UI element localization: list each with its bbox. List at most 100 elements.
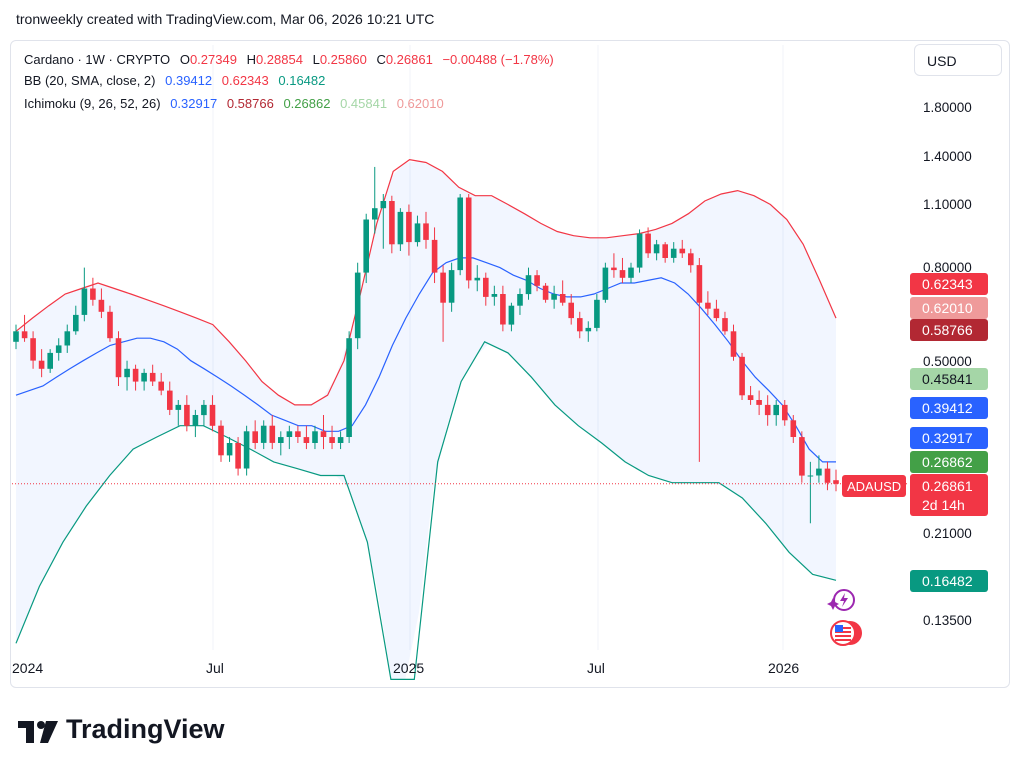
candle-body [107, 311, 113, 339]
price-tick: 1.10000 [923, 197, 972, 212]
candle-body [688, 253, 694, 266]
time-tick: 2025 [393, 660, 425, 676]
candle-body [594, 299, 600, 328]
candle-body [175, 404, 182, 410]
candle-body [149, 372, 156, 382]
legend-symbol[interactable]: Cardano · 1W · CRYPTO [24, 52, 171, 67]
legend-change: −0.00488 (−1.78%) [442, 52, 554, 67]
candle-body [346, 338, 352, 437]
candle-body [132, 368, 139, 382]
candle-body [269, 425, 276, 443]
candle-body [696, 265, 703, 303]
time-tick: 2024 [12, 660, 44, 676]
candle-body [491, 294, 498, 297]
candle-body [389, 201, 395, 245]
candle-body [115, 338, 122, 378]
legend-ich-base: 0.58766 [226, 96, 274, 111]
candle-body [98, 299, 105, 312]
candle-body [13, 331, 19, 342]
current-price-tag: 0.26861 2d 14h [910, 474, 988, 516]
candle-body [372, 208, 378, 220]
legend-ichimoku-label[interactable]: Ichimoku (9, 26, 52, 26) [24, 96, 161, 111]
logo-text: TradingView [66, 714, 225, 744]
bb-band-fill [16, 161, 836, 680]
time-tick: Jul [206, 660, 224, 676]
price-tick: 1.80000 [923, 100, 972, 115]
chart-frame[interactable] [10, 40, 1010, 688]
candle-body [739, 356, 745, 396]
price-tick: 0.21000 [923, 526, 972, 541]
candle-body [483, 277, 489, 297]
candle-body [252, 431, 258, 443]
ai-event-icon[interactable] [827, 588, 857, 617]
legend-bb-label[interactable]: BB (20, SMA, close, 2) [24, 73, 156, 88]
candle-body [679, 248, 686, 254]
us-flag-event-icon[interactable] [826, 618, 866, 653]
legend-bb-upper: 0.62343 [221, 73, 269, 88]
candle-body [824, 468, 831, 483]
legend-ich-lagging: 0.26862 [283, 96, 331, 111]
candle-body [585, 327, 592, 332]
candle-body [799, 437, 805, 476]
legend-ichimoku: Ichimoku (9, 26, 52, 26) 0.32917 0.58766… [24, 96, 444, 111]
candle-body [431, 239, 438, 273]
candle-body [38, 360, 45, 369]
price-tick: 0.13500 [923, 613, 972, 628]
candle-body [406, 211, 412, 243]
candle-body [628, 267, 634, 278]
candle-body [474, 277, 481, 281]
candle-body [756, 400, 762, 405]
candle-body [500, 294, 506, 325]
candle-body [243, 431, 250, 469]
candle-body [790, 420, 797, 437]
tradingview-logo[interactable]: TradingView [18, 714, 225, 745]
time-tick: 2026 [768, 660, 800, 676]
candle-body [218, 425, 224, 456]
candle-body [30, 338, 36, 361]
tag-bb-upper: 0.62343 [910, 273, 988, 295]
candle-body [773, 404, 779, 416]
candle-body [73, 314, 79, 332]
candle-body [81, 288, 88, 315]
bb-upper-line [15, 158, 837, 406]
candle-body [337, 437, 344, 443]
candle-body [47, 352, 53, 369]
legend-high: 0.28854 [255, 52, 303, 67]
tag-bb-basis: 0.39412 [910, 397, 988, 419]
candle-body [397, 211, 404, 245]
candle-body [329, 437, 335, 443]
legend-ich-conversion: 0.32917 [170, 96, 218, 111]
bb-lower-line [15, 341, 837, 680]
candle-body [201, 404, 207, 416]
price-tick: 0.50000 [923, 354, 972, 369]
candle-body [559, 294, 566, 303]
candle-body [551, 294, 557, 300]
candle-body [260, 425, 267, 443]
legend-bb-lower: 0.16482 [278, 73, 326, 88]
candle-body [705, 302, 711, 309]
candle-body [747, 395, 754, 400]
symbol-label: ADAUSD [842, 475, 906, 497]
candle-body [21, 331, 28, 339]
candle-body [448, 270, 455, 303]
candle-body [295, 431, 301, 437]
candle-body [730, 331, 737, 357]
candle-body [286, 431, 293, 437]
candle-body [653, 244, 660, 254]
legend-low: 0.25860 [319, 52, 367, 67]
candle-body [645, 233, 651, 254]
candle-body [209, 404, 216, 426]
candle-body [662, 244, 668, 258]
candle-body [167, 390, 173, 410]
candle-body [380, 201, 387, 209]
legend-close-label: C [376, 52, 386, 67]
candle-body [782, 404, 788, 421]
legend-open: 0.27349 [189, 52, 237, 67]
currency-button[interactable]: USD [914, 44, 1002, 76]
candle-body [602, 267, 609, 300]
candle-body [534, 275, 540, 286]
candle-body [440, 272, 446, 303]
candle-body [184, 404, 190, 426]
candle-body [542, 285, 549, 300]
